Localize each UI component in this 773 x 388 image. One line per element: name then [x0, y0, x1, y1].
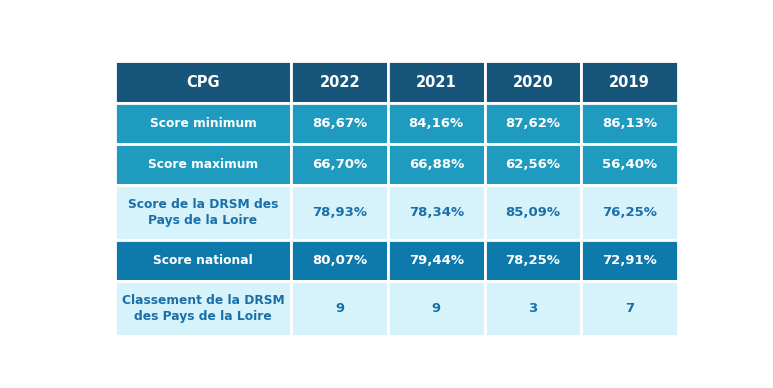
Bar [485, 62, 581, 102]
Text: 86,67%: 86,67% [312, 116, 367, 130]
Text: 78,25%: 78,25% [506, 254, 560, 267]
Bar [581, 62, 678, 102]
Bar [485, 281, 581, 336]
Text: 72,91%: 72,91% [602, 254, 657, 267]
Text: 2019: 2019 [609, 74, 650, 90]
Bar [114, 102, 291, 144]
Text: 66,70%: 66,70% [312, 158, 367, 171]
Bar [485, 185, 581, 240]
Bar [291, 62, 388, 102]
Text: 78,34%: 78,34% [409, 206, 464, 219]
Bar [291, 240, 388, 281]
Text: 2020: 2020 [512, 74, 553, 90]
Bar [388, 62, 485, 102]
Bar [388, 240, 485, 281]
Text: 2021: 2021 [416, 74, 457, 90]
Text: Classement de la DRSM
des Pays de la Loire: Classement de la DRSM des Pays de la Loi… [121, 294, 284, 323]
Bar [114, 281, 291, 336]
Bar [388, 185, 485, 240]
Bar [291, 144, 388, 185]
Text: Score national: Score national [153, 254, 253, 267]
Text: 56,40%: 56,40% [602, 158, 657, 171]
Text: 62,56%: 62,56% [506, 158, 560, 171]
Bar [581, 144, 678, 185]
Bar [388, 102, 485, 144]
Bar [114, 62, 291, 102]
Bar [114, 144, 291, 185]
Text: 7: 7 [625, 302, 634, 315]
Bar [291, 185, 388, 240]
Text: 76,25%: 76,25% [602, 206, 657, 219]
Text: Score maximum: Score maximum [148, 158, 258, 171]
Text: Score de la DRSM des
Pays de la Loire: Score de la DRSM des Pays de la Loire [128, 198, 278, 227]
Text: 87,62%: 87,62% [506, 116, 560, 130]
Text: 78,93%: 78,93% [312, 206, 367, 219]
Text: 3: 3 [528, 302, 537, 315]
Bar [291, 102, 388, 144]
Bar [485, 240, 581, 281]
Text: Score minimum: Score minimum [150, 116, 257, 130]
Bar [581, 102, 678, 144]
Text: 2022: 2022 [319, 74, 360, 90]
Bar [485, 102, 581, 144]
Bar [291, 281, 388, 336]
Bar [581, 281, 678, 336]
Bar [581, 240, 678, 281]
Bar [581, 185, 678, 240]
Text: 85,09%: 85,09% [506, 206, 560, 219]
Bar [114, 185, 291, 240]
Text: 84,16%: 84,16% [409, 116, 464, 130]
Text: 86,13%: 86,13% [602, 116, 657, 130]
Text: 79,44%: 79,44% [409, 254, 464, 267]
Bar [388, 144, 485, 185]
Bar [485, 144, 581, 185]
Bar [388, 281, 485, 336]
Text: 66,88%: 66,88% [409, 158, 464, 171]
Text: CPG: CPG [186, 74, 220, 90]
Bar [114, 240, 291, 281]
Text: 9: 9 [432, 302, 441, 315]
Text: 9: 9 [335, 302, 344, 315]
Text: 80,07%: 80,07% [312, 254, 367, 267]
